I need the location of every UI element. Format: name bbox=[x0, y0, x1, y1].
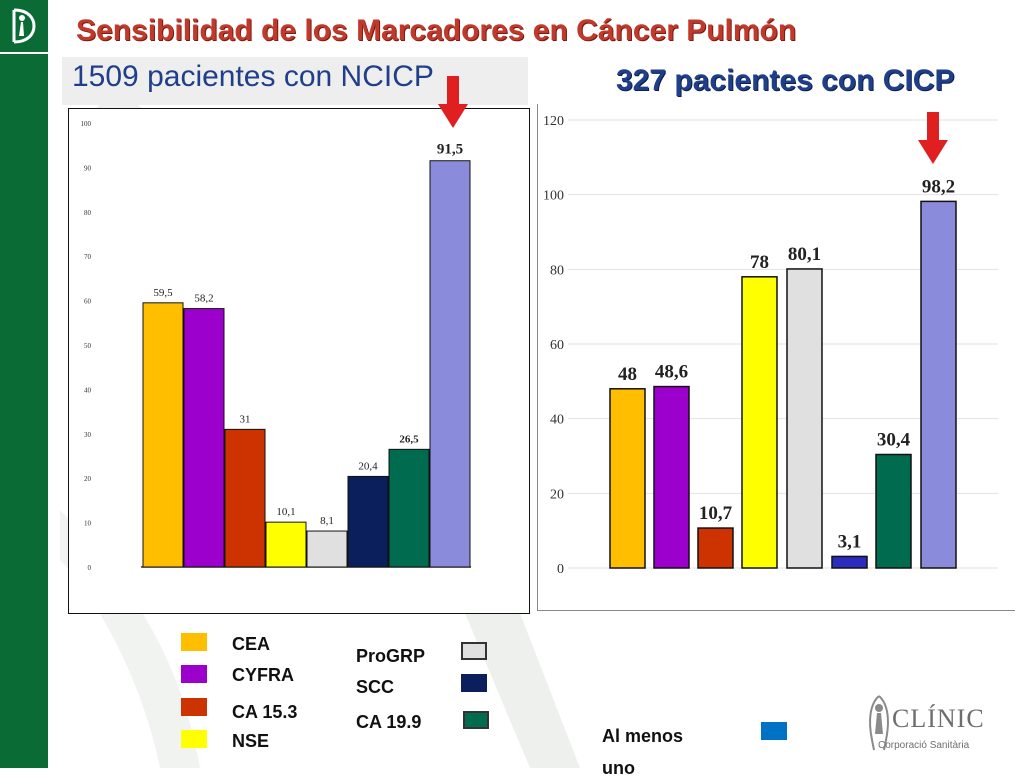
y-tick-label: 100 bbox=[543, 189, 564, 204]
y-tick-label: 60 bbox=[84, 298, 92, 306]
data-label: 10,7 bbox=[699, 503, 733, 524]
clinic-subtitle: Corporació Sanitària bbox=[878, 740, 970, 751]
data-label: 30,4 bbox=[877, 430, 911, 451]
page-title: Sensibilidad de los Marcadores en Cáncer… bbox=[76, 14, 797, 47]
bar-al-menos-uno bbox=[429, 160, 471, 568]
legend-swatch-cyfra bbox=[181, 665, 207, 683]
bar-scc bbox=[831, 555, 868, 569]
legend-swatch-al-menos-uno bbox=[761, 722, 787, 740]
legend-label-cyfra: CYFRA bbox=[232, 665, 294, 685]
bar-cea bbox=[142, 302, 184, 568]
legend-swatch-progrp bbox=[461, 642, 487, 660]
y-tick-label: 0 bbox=[557, 562, 564, 577]
legend-label-nse: NSE bbox=[232, 731, 270, 751]
bar-nse bbox=[265, 521, 307, 568]
y-tick-label: 40 bbox=[550, 413, 564, 428]
clinic-name: CLÍNIC bbox=[892, 704, 985, 733]
data-label: 10,1 bbox=[276, 506, 295, 518]
bar-cyfra bbox=[653, 385, 690, 569]
bar-al-menos-uno bbox=[920, 200, 957, 569]
legend-label-scc: SCC bbox=[356, 677, 395, 697]
legend-label-al-menos-uno: Al menos uno bbox=[602, 726, 684, 778]
arrow-down-icon bbox=[438, 76, 468, 128]
logo-box bbox=[0, 0, 48, 54]
legend-swatch-ca153 bbox=[181, 698, 207, 716]
bar-ca-15-3 bbox=[697, 527, 734, 569]
subtitle-left: 1509 pacientes con NCICP bbox=[72, 60, 434, 93]
legend-swatch-cea bbox=[181, 633, 207, 651]
chart-panel-left: 0 10 20 30 40 50 60 70 80 90 100 59,5 58,2 31 10,1 8,1 2… bbox=[68, 108, 530, 614]
data-label: 59,5 bbox=[153, 287, 173, 299]
y-tick-label: 30 bbox=[84, 431, 92, 439]
legend-label-progrp: ProGRP bbox=[356, 646, 426, 666]
bar-scc bbox=[347, 475, 389, 568]
y-tick-label: 10 bbox=[84, 520, 92, 528]
chart-left: 0 10 20 30 40 50 60 70 80 90 100 59,5 58,2 31 10,1 8,1 2… bbox=[81, 120, 471, 572]
data-label: 91,5 bbox=[437, 142, 463, 158]
bar-ca-15-3 bbox=[224, 428, 266, 568]
bar-cyfra bbox=[183, 308, 225, 568]
y-tick-label: 80 bbox=[84, 209, 92, 217]
chart-panel-right: 0 20 40 60 80 100 120 48 48,6 10,7 78 80,1 3,1 30,4 98… bbox=[537, 104, 1015, 611]
chart-right: 0 20 40 60 80 100 120 48 48,6 10,7 78 80,1 3,1 30,4 98… bbox=[543, 114, 998, 577]
data-label: 8,1 bbox=[320, 515, 334, 527]
data-label: 48 bbox=[618, 364, 637, 385]
y-tick-label: 120 bbox=[543, 114, 564, 129]
y-tick-label: 60 bbox=[550, 338, 564, 353]
side-bar bbox=[0, 0, 48, 768]
legend-swatch-ca199 bbox=[463, 711, 489, 729]
y-tick-label: 80 bbox=[550, 263, 564, 278]
legend-swatch-nse bbox=[181, 730, 207, 748]
y-tick-label: 20 bbox=[550, 487, 564, 502]
data-label: 31 bbox=[240, 413, 251, 425]
subtitle-right: 327 pacientes con CICP bbox=[616, 64, 955, 97]
y-tick-label: 90 bbox=[84, 164, 92, 172]
y-tick-label: 40 bbox=[84, 386, 92, 394]
data-label: 58,2 bbox=[194, 293, 213, 305]
arrow-down-icon bbox=[918, 112, 948, 164]
y-tick-label: 50 bbox=[84, 342, 92, 350]
data-label: 78 bbox=[750, 252, 769, 273]
bar-ca-19-9 bbox=[875, 453, 912, 569]
data-label: 98,2 bbox=[922, 176, 955, 197]
bar-cea bbox=[609, 388, 646, 569]
bar-nse bbox=[741, 276, 778, 569]
data-label: 48,6 bbox=[655, 362, 688, 383]
bar-progrp bbox=[786, 268, 823, 569]
legend-label-cea: CEA bbox=[232, 634, 271, 654]
bar-progrp bbox=[306, 530, 348, 568]
y-tick-label: 0 bbox=[88, 564, 92, 572]
data-label: 26,5 bbox=[399, 433, 419, 445]
hospital-logo-icon bbox=[12, 8, 36, 44]
data-label: 20,4 bbox=[358, 460, 378, 472]
data-label: 80,1 bbox=[788, 244, 821, 265]
y-tick-label: 100 bbox=[81, 120, 92, 128]
y-tick-label: 20 bbox=[84, 475, 92, 483]
legend-label-ca199: CA 19.9 bbox=[356, 712, 422, 732]
bar-ca-19-9 bbox=[388, 448, 430, 568]
clinic-logo: CLÍNIC Corporació Sanitària bbox=[862, 688, 985, 758]
data-label: 3,1 bbox=[838, 531, 862, 552]
clinic-figure-icon bbox=[869, 695, 889, 751]
legend-label-ca153: CA 15.3 bbox=[232, 702, 298, 722]
y-tick-label: 70 bbox=[84, 253, 92, 261]
legend-swatch-scc bbox=[461, 674, 487, 692]
